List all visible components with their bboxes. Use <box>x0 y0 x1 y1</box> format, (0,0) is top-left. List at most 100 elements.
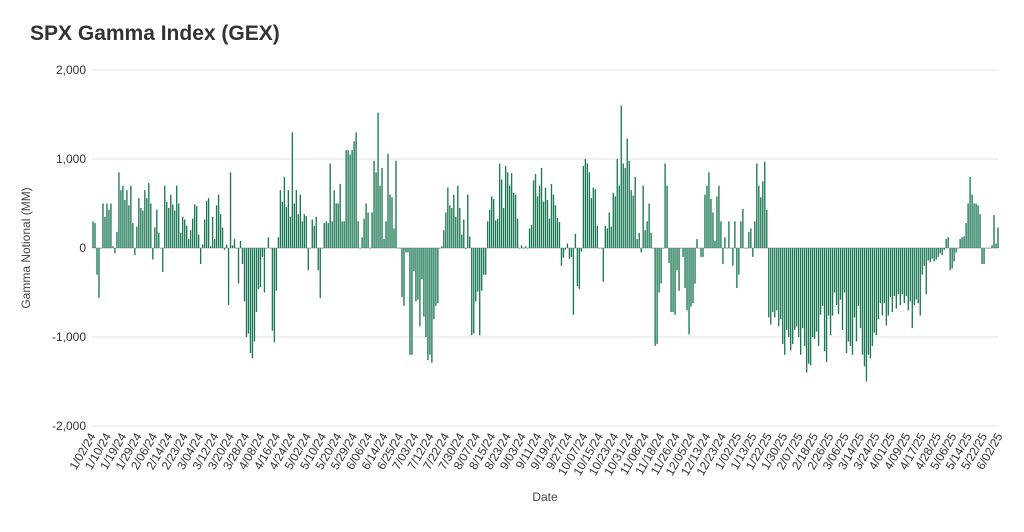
bar <box>429 248 431 355</box>
bar <box>981 248 983 265</box>
bar <box>961 237 963 248</box>
bar <box>156 209 158 248</box>
bar <box>684 248 686 289</box>
bar <box>419 248 421 327</box>
bar <box>317 248 319 271</box>
bar <box>168 207 170 248</box>
bar <box>251 248 254 359</box>
bar <box>660 248 662 284</box>
bar <box>843 248 846 293</box>
bar <box>391 197 393 248</box>
bar <box>692 248 694 304</box>
bar <box>207 198 210 248</box>
bar <box>933 248 935 262</box>
bar <box>494 220 497 248</box>
bar <box>562 248 565 258</box>
bar <box>829 248 832 336</box>
bar <box>548 218 551 248</box>
bar <box>337 203 339 248</box>
bar <box>195 206 198 248</box>
bar <box>437 248 439 304</box>
bar <box>180 232 182 248</box>
bar <box>997 227 999 248</box>
bar <box>720 221 722 248</box>
bar <box>333 190 335 248</box>
bar <box>311 219 313 248</box>
bar <box>969 176 971 248</box>
bar <box>760 197 762 248</box>
y-tick-label: -1,000 <box>52 330 86 344</box>
bar <box>315 216 317 248</box>
bar <box>778 248 780 327</box>
bar <box>506 172 509 248</box>
bar <box>345 150 347 248</box>
bar <box>237 248 240 284</box>
bar <box>574 233 577 248</box>
bar <box>909 248 911 302</box>
bar <box>92 221 94 248</box>
bar <box>423 248 425 317</box>
bar <box>445 212 447 248</box>
bar <box>758 185 760 248</box>
bar <box>696 239 698 248</box>
bar <box>708 172 710 248</box>
bar <box>590 198 593 248</box>
bar <box>492 199 495 248</box>
bar <box>130 185 132 248</box>
bar <box>285 207 288 248</box>
bar <box>443 230 445 248</box>
bar <box>491 196 493 248</box>
bar <box>550 183 553 248</box>
bar <box>273 248 276 343</box>
bar <box>594 189 597 248</box>
bar <box>191 218 194 248</box>
bar <box>702 248 704 257</box>
bar <box>656 248 658 345</box>
bar <box>704 194 706 248</box>
bar <box>985 248 987 249</box>
bar <box>152 248 154 260</box>
bar <box>162 248 164 273</box>
bar <box>566 243 569 248</box>
bar <box>154 227 156 248</box>
bar <box>728 221 730 248</box>
bar <box>108 209 110 248</box>
bar <box>349 154 351 248</box>
bar <box>740 221 742 248</box>
bar <box>817 248 820 346</box>
bar <box>690 248 692 307</box>
bar <box>367 212 369 248</box>
bar <box>172 204 174 248</box>
bar <box>917 248 919 304</box>
bar <box>941 248 943 256</box>
bar <box>678 248 680 291</box>
bar <box>867 248 870 355</box>
bar <box>534 174 537 248</box>
bar <box>104 216 106 248</box>
bar <box>586 163 589 248</box>
bar <box>520 245 523 248</box>
bar <box>556 217 559 248</box>
bar <box>112 246 114 248</box>
bar <box>373 160 375 248</box>
bar <box>592 187 595 248</box>
bar <box>249 248 252 354</box>
bar <box>343 221 345 248</box>
bar <box>94 223 96 248</box>
bar <box>845 248 848 354</box>
bar <box>267 237 270 248</box>
bar <box>397 248 399 249</box>
bar <box>297 214 299 248</box>
bar <box>670 248 672 313</box>
bar <box>365 203 367 248</box>
bar <box>616 159 618 248</box>
bar <box>313 225 315 248</box>
y-axis-label: Gamma Notional (MM) <box>19 187 33 308</box>
bar <box>795 248 798 327</box>
bar <box>732 248 734 266</box>
bar <box>971 194 973 248</box>
bar <box>654 248 656 346</box>
bar <box>991 245 993 248</box>
bar <box>774 248 776 318</box>
